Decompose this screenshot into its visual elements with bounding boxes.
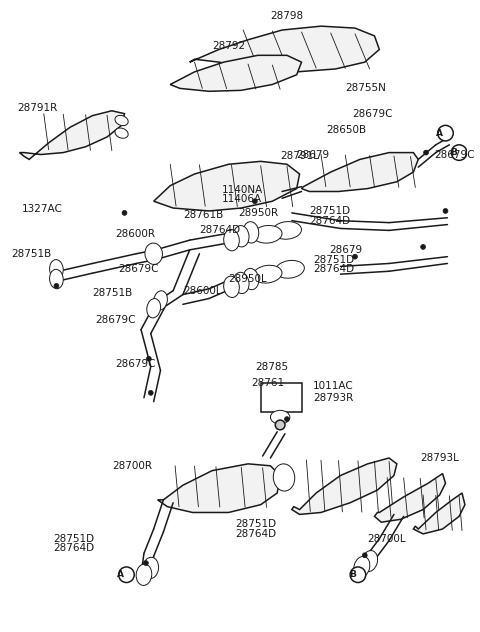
Polygon shape bbox=[301, 152, 418, 191]
Circle shape bbox=[146, 356, 151, 362]
Ellipse shape bbox=[272, 222, 301, 240]
Polygon shape bbox=[154, 161, 300, 211]
Text: 1140NA: 1140NA bbox=[222, 185, 263, 195]
Text: 11406A: 11406A bbox=[222, 194, 262, 204]
Polygon shape bbox=[170, 56, 301, 91]
Text: 28791L: 28791L bbox=[280, 152, 319, 162]
Text: 28793L: 28793L bbox=[420, 453, 459, 463]
Text: 28751D: 28751D bbox=[53, 534, 95, 544]
Polygon shape bbox=[157, 464, 280, 513]
Circle shape bbox=[285, 416, 289, 422]
Text: 28679C: 28679C bbox=[434, 150, 474, 159]
Text: A: A bbox=[436, 129, 443, 138]
Circle shape bbox=[119, 567, 134, 583]
Circle shape bbox=[350, 567, 366, 583]
Text: 28764D: 28764D bbox=[235, 529, 276, 539]
Text: 1011AC: 1011AC bbox=[313, 381, 354, 391]
Ellipse shape bbox=[253, 226, 282, 243]
Text: 28761: 28761 bbox=[251, 378, 284, 388]
Text: 28679: 28679 bbox=[329, 245, 362, 255]
Ellipse shape bbox=[147, 298, 161, 318]
Ellipse shape bbox=[115, 116, 128, 126]
Text: 28679C: 28679C bbox=[115, 359, 155, 368]
Text: B: B bbox=[450, 148, 456, 157]
Ellipse shape bbox=[136, 564, 152, 585]
Text: 28751B: 28751B bbox=[93, 288, 132, 298]
Ellipse shape bbox=[270, 410, 290, 424]
Text: 28751D: 28751D bbox=[309, 206, 350, 216]
Text: B: B bbox=[348, 570, 356, 580]
Circle shape bbox=[275, 420, 285, 430]
Ellipse shape bbox=[224, 229, 240, 251]
Circle shape bbox=[420, 245, 426, 250]
Ellipse shape bbox=[49, 269, 63, 289]
Circle shape bbox=[144, 561, 148, 566]
Text: 28679C: 28679C bbox=[119, 264, 159, 274]
Polygon shape bbox=[413, 493, 465, 534]
Text: 28798: 28798 bbox=[270, 11, 303, 21]
Polygon shape bbox=[20, 111, 124, 159]
Circle shape bbox=[423, 150, 429, 155]
Polygon shape bbox=[261, 383, 301, 412]
Text: 28792: 28792 bbox=[212, 40, 245, 51]
Text: 28764D: 28764D bbox=[313, 264, 354, 274]
Text: 28700R: 28700R bbox=[112, 461, 152, 471]
Ellipse shape bbox=[354, 556, 370, 578]
Circle shape bbox=[353, 254, 358, 259]
Text: 28791R: 28791R bbox=[17, 103, 58, 113]
Text: 28950R: 28950R bbox=[238, 208, 278, 218]
Circle shape bbox=[122, 210, 127, 216]
Ellipse shape bbox=[273, 464, 295, 491]
Ellipse shape bbox=[253, 265, 282, 283]
Ellipse shape bbox=[145, 243, 162, 264]
Ellipse shape bbox=[276, 260, 304, 278]
Ellipse shape bbox=[243, 222, 259, 243]
Circle shape bbox=[451, 145, 467, 161]
Text: 28679C: 28679C bbox=[352, 109, 393, 119]
Text: 28600R: 28600R bbox=[115, 229, 155, 240]
Polygon shape bbox=[190, 26, 379, 72]
Text: 28650B: 28650B bbox=[326, 125, 366, 135]
Circle shape bbox=[252, 199, 257, 204]
Text: 28950L: 28950L bbox=[228, 274, 267, 284]
Text: 28785: 28785 bbox=[255, 362, 288, 372]
Circle shape bbox=[148, 391, 153, 395]
Ellipse shape bbox=[243, 269, 259, 289]
Text: 28793R: 28793R bbox=[313, 392, 353, 403]
Ellipse shape bbox=[49, 260, 63, 279]
Text: 28679: 28679 bbox=[297, 150, 330, 159]
Ellipse shape bbox=[143, 557, 158, 579]
Circle shape bbox=[443, 209, 448, 214]
Ellipse shape bbox=[115, 128, 128, 138]
Text: 28679C: 28679C bbox=[96, 315, 136, 325]
Circle shape bbox=[54, 283, 59, 288]
Text: 28764D: 28764D bbox=[53, 544, 95, 554]
Text: 28600L: 28600L bbox=[183, 286, 221, 296]
Ellipse shape bbox=[224, 276, 240, 298]
Text: 1327AC: 1327AC bbox=[22, 204, 62, 214]
Ellipse shape bbox=[233, 226, 249, 247]
Ellipse shape bbox=[154, 291, 168, 310]
Ellipse shape bbox=[233, 272, 249, 294]
Text: A: A bbox=[117, 570, 124, 580]
Text: 28764D: 28764D bbox=[199, 226, 240, 235]
Text: 28764D: 28764D bbox=[309, 216, 350, 226]
Circle shape bbox=[438, 125, 453, 141]
Ellipse shape bbox=[361, 550, 378, 571]
Text: 28755N: 28755N bbox=[345, 83, 386, 94]
Polygon shape bbox=[374, 473, 445, 522]
Text: 28751D: 28751D bbox=[313, 255, 354, 265]
Text: 28751D: 28751D bbox=[235, 519, 276, 529]
Text: 28761B: 28761B bbox=[183, 210, 223, 220]
Text: 28751B: 28751B bbox=[12, 249, 52, 258]
Circle shape bbox=[362, 553, 367, 557]
Polygon shape bbox=[292, 458, 397, 514]
Text: 28700L: 28700L bbox=[368, 534, 406, 544]
